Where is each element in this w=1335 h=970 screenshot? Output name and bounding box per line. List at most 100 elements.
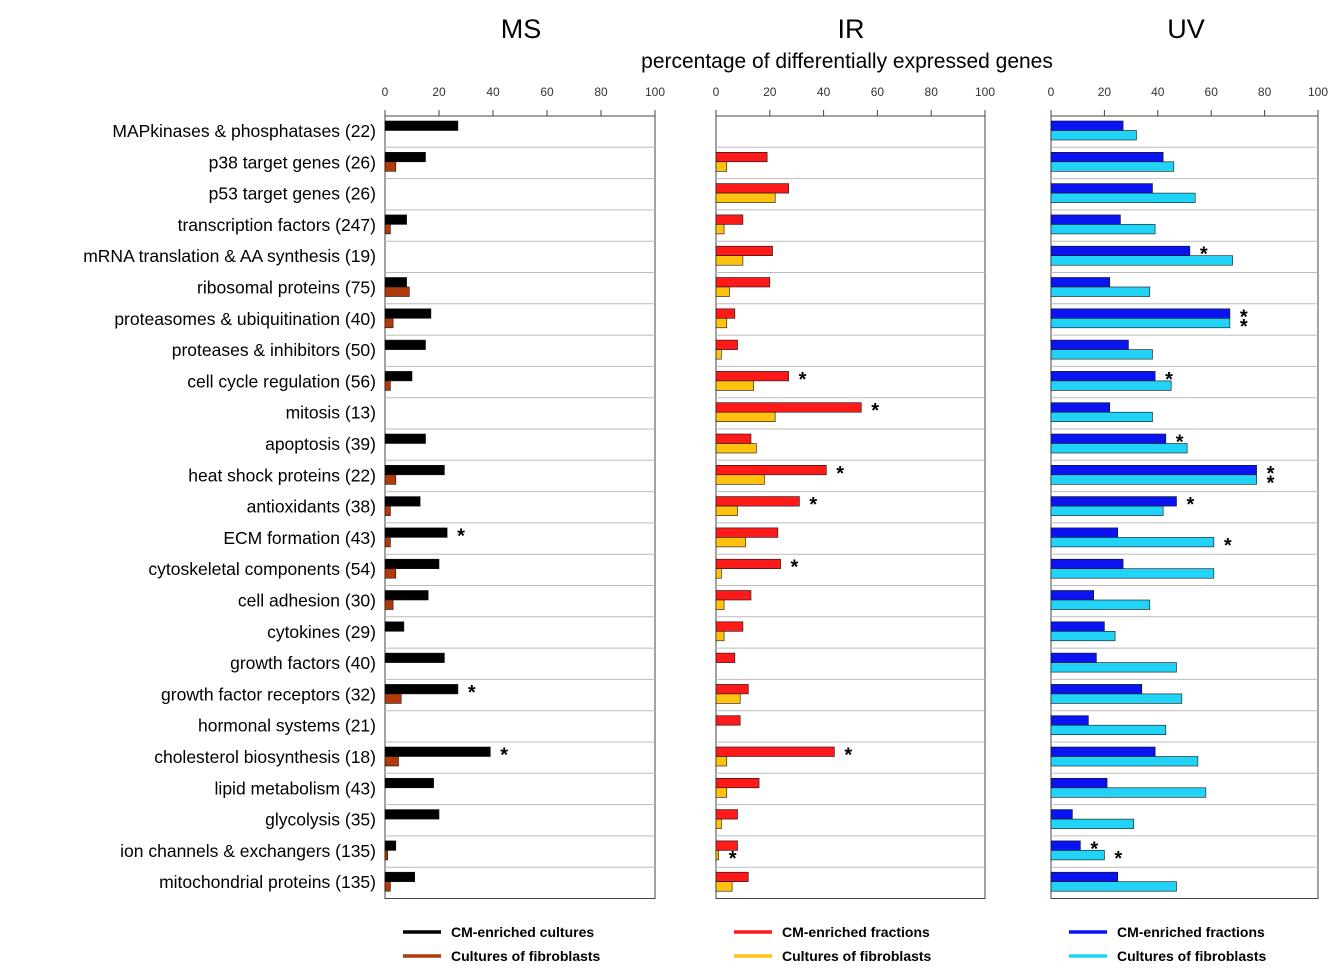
ms-bar-cm-enriched-cultures [384,652,445,663]
ir-bar-cultures-of-fibroblasts [715,192,776,203]
ms-bar-cultures-of-fibroblasts [384,474,397,485]
category-label: p53 target genes (26) [209,184,376,204]
ir-bar-cm-enriched-fractions [715,621,744,632]
ir-bar-cultures-of-fibroblasts [715,818,722,829]
category-label: ribosomal proteins (75) [197,278,376,298]
ir-tick-label: 60 [871,85,885,99]
ms-bar-cultures-of-fibroblasts [384,756,399,767]
uv-bar-cm-enriched-fractions [1050,840,1081,851]
uv-bar-cm-enriched-fractions [1050,777,1108,789]
uv-bar-cultures-of-fibroblasts [1050,756,1199,767]
ms-bar-cm-enriched-cultures [384,371,413,382]
ms-bar-cultures-of-fibroblasts [384,317,394,329]
ms-bar-cm-enriched-cultures [384,746,491,757]
ir-bar-cultures-of-fibroblasts [715,787,728,798]
ir-bar-cultures-of-fibroblasts [715,881,733,892]
ms-panel-title: MS [501,14,542,44]
uv-bar-cultures-of-fibroblasts [1050,317,1231,329]
ir-tick-label: 40 [817,85,831,99]
ms-bar-cm-enriched-cultures [384,214,407,225]
ir-tick-label: 0 [713,85,720,99]
ir-bar-cm-enriched-fractions [715,214,744,225]
ms-bar-cm-enriched-cultures [384,120,459,131]
uv-significance-star: * [1165,369,1173,391]
ir-bar-cm-enriched-fractions [715,152,768,163]
ms-legend-label: CM-enriched cultures [451,924,594,940]
uv-significance-star: * [1200,244,1208,266]
ms-bar-cm-enriched-cultures [384,840,397,851]
uv-significance-star: * [1224,535,1232,557]
uv-bar-cm-enriched-fractions [1050,652,1097,663]
uv-bar-cm-enriched-fractions [1050,809,1073,820]
uv-tick-label: 60 [1205,85,1219,99]
category-label: proteases & inhibitors (50) [172,340,376,360]
uv-bar-cm-enriched-fractions [1050,339,1129,350]
uv-bar-cultures-of-fibroblasts [1050,787,1207,798]
ms-bar-cultures-of-fibroblasts [384,568,397,579]
uv-bar-cm-enriched-fractions [1050,746,1156,757]
ir-bar-cultures-of-fibroblasts [715,474,765,485]
ir-bar-cm-enriched-fractions [715,527,779,538]
ir-bar-cm-enriched-fractions [715,746,835,757]
ms-significance-star: * [468,682,476,704]
chart-subtitle: percentage of differentially expressed g… [641,50,1053,73]
uv-bar-cultures-of-fibroblasts [1050,881,1177,892]
uv-bar-cm-enriched-fractions [1050,496,1177,507]
uv-significance-star: * [1186,494,1194,516]
category-label: cytoskeletal components (54) [148,559,376,579]
uv-tick-label: 20 [1098,85,1112,99]
ir-bar-cultures-of-fibroblasts [715,380,754,391]
ms-tick-label: 80 [594,85,608,99]
ir-bar-cultures-of-fibroblasts [715,255,744,266]
ms-bar-cultures-of-fibroblasts [384,286,410,297]
uv-significance-star: * [1267,463,1275,485]
ms-bar-cm-enriched-cultures [384,558,440,570]
ir-bar-cm-enriched-fractions [715,496,800,507]
ir-tick-label: 100 [975,85,995,99]
uv-bar-cultures-of-fibroblasts [1050,724,1167,736]
uv-bar-cm-enriched-fractions [1050,245,1191,256]
ms-bar-cm-enriched-cultures [384,809,440,820]
uv-bar-cultures-of-fibroblasts [1050,411,1153,423]
ir-bar-cm-enriched-fractions [715,402,862,413]
category-label: glycolysis (35) [265,810,376,830]
ir-bar-cm-enriched-fractions [715,840,738,851]
uv-bar-cultures-of-fibroblasts [1050,286,1151,297]
uv-bar-cultures-of-fibroblasts [1050,630,1116,642]
ir-bar-cm-enriched-fractions [715,777,760,789]
ir-significance-star: * [791,557,799,579]
uv-bar-cm-enriched-fractions [1050,277,1111,288]
uv-bar-cm-enriched-fractions [1050,621,1105,632]
category-label: mRNA translation & AA synthesis (19) [83,246,376,266]
ms-significance-star: * [500,745,508,767]
category-label: antioxidants (38) [247,497,376,517]
ms-bar-cm-enriched-cultures [384,277,407,288]
uv-bar-cm-enriched-fractions [1050,464,1257,476]
ir-bar-cultures-of-fibroblasts [715,161,728,172]
ms-bar-cultures-of-fibroblasts [384,505,391,516]
uv-bar-cm-enriched-fractions [1050,871,1119,883]
category-label: proteasomes & ubiquitination (40) [114,309,376,329]
ir-bar-cultures-of-fibroblasts [715,568,722,579]
category-label: p38 target genes (26) [209,152,376,172]
ir-bar-cultures-of-fibroblasts [715,443,757,454]
uv-bar-cm-enriched-fractions [1050,558,1124,570]
ir-legend-label: Cultures of fibroblasts [782,948,932,964]
ir-bar-cm-enriched-fractions [715,871,749,883]
uv-bar-cm-enriched-fractions [1050,214,1121,225]
ms-bar-cultures-of-fibroblasts [384,850,388,861]
ir-significance-star: * [809,494,817,516]
ir-bar-cm-enriched-fractions [715,245,773,256]
category-label: transcription factors (247) [178,215,376,235]
uv-bar-cultures-of-fibroblasts [1050,850,1105,861]
uv-significance-star: * [1240,306,1248,328]
ir-bar-cultures-of-fibroblasts [715,599,725,610]
uv-bar-cultures-of-fibroblasts [1050,192,1196,203]
ms-bar-cultures-of-fibroblasts [384,224,391,235]
uv-bar-cultures-of-fibroblasts [1050,474,1257,485]
ir-bar-cultures-of-fibroblasts [715,286,730,297]
uv-bar-cm-enriched-fractions [1050,590,1095,601]
ms-bar-cm-enriched-cultures [384,464,445,476]
uv-bar-cm-enriched-fractions [1050,684,1143,695]
